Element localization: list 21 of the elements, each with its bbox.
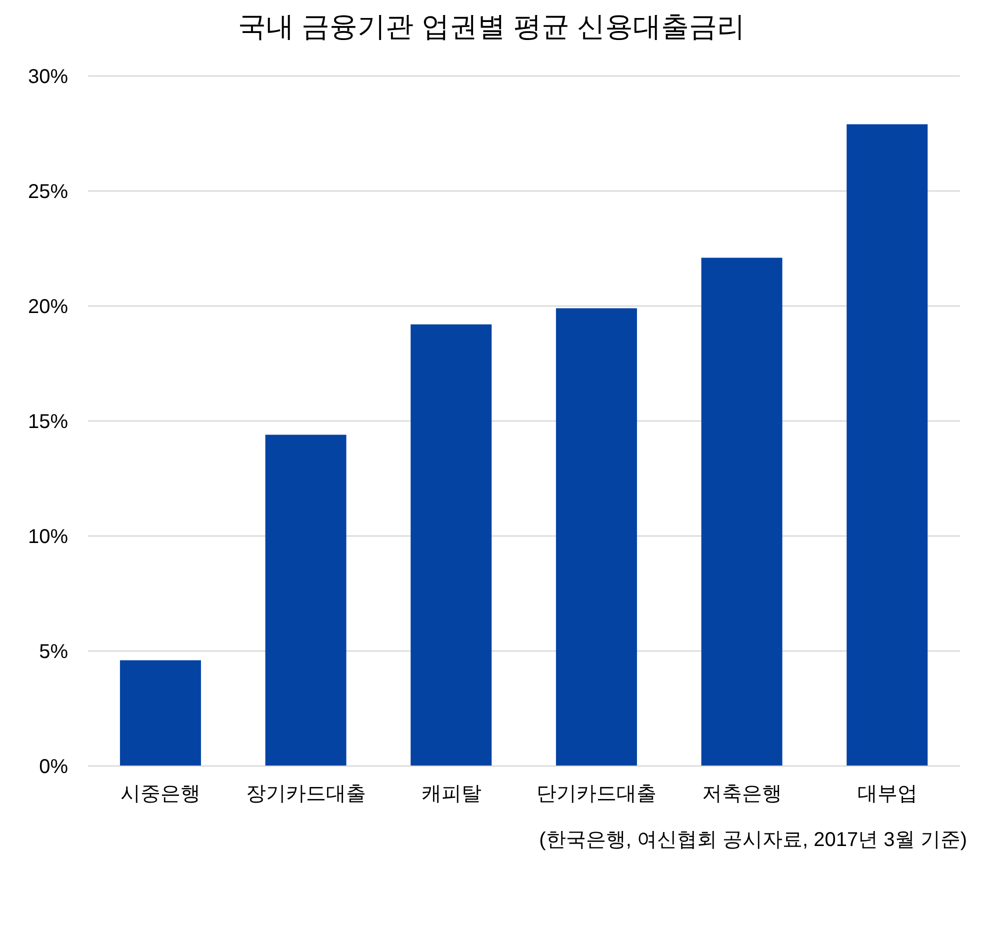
y-tick-label: 15% [28, 411, 68, 434]
y-tick-label: 30% [28, 66, 68, 88]
bar [701, 258, 782, 766]
x-tick-label: 저축은행 [702, 783, 782, 806]
x-tick-label: 장기카드대출 [246, 783, 366, 806]
x-tick-label: 시중은행 [120, 783, 201, 806]
bar [846, 124, 928, 766]
chart-title: 국내 금융기관 업권별 평균 신용대출금리 [236, 10, 746, 44]
bar [556, 308, 637, 766]
bar [120, 660, 201, 766]
y-tick-label: 0% [39, 756, 68, 778]
bar [410, 324, 492, 766]
bar [265, 434, 346, 766]
text: (한국은행, 여신협회 공시자료, 2017년 3월 기준) [538, 828, 967, 853]
x-tick-label: 캐피탈 [421, 783, 482, 806]
y-tick-label: 10% [28, 526, 68, 548]
y-tick-label: 20% [28, 296, 68, 318]
y-tick-label: 5% [39, 641, 68, 664]
y-tick-label: 25% [28, 181, 68, 204]
x-tick-label: 대부업 [857, 783, 918, 806]
x-tick-label: 단기카드대출 [536, 783, 657, 806]
